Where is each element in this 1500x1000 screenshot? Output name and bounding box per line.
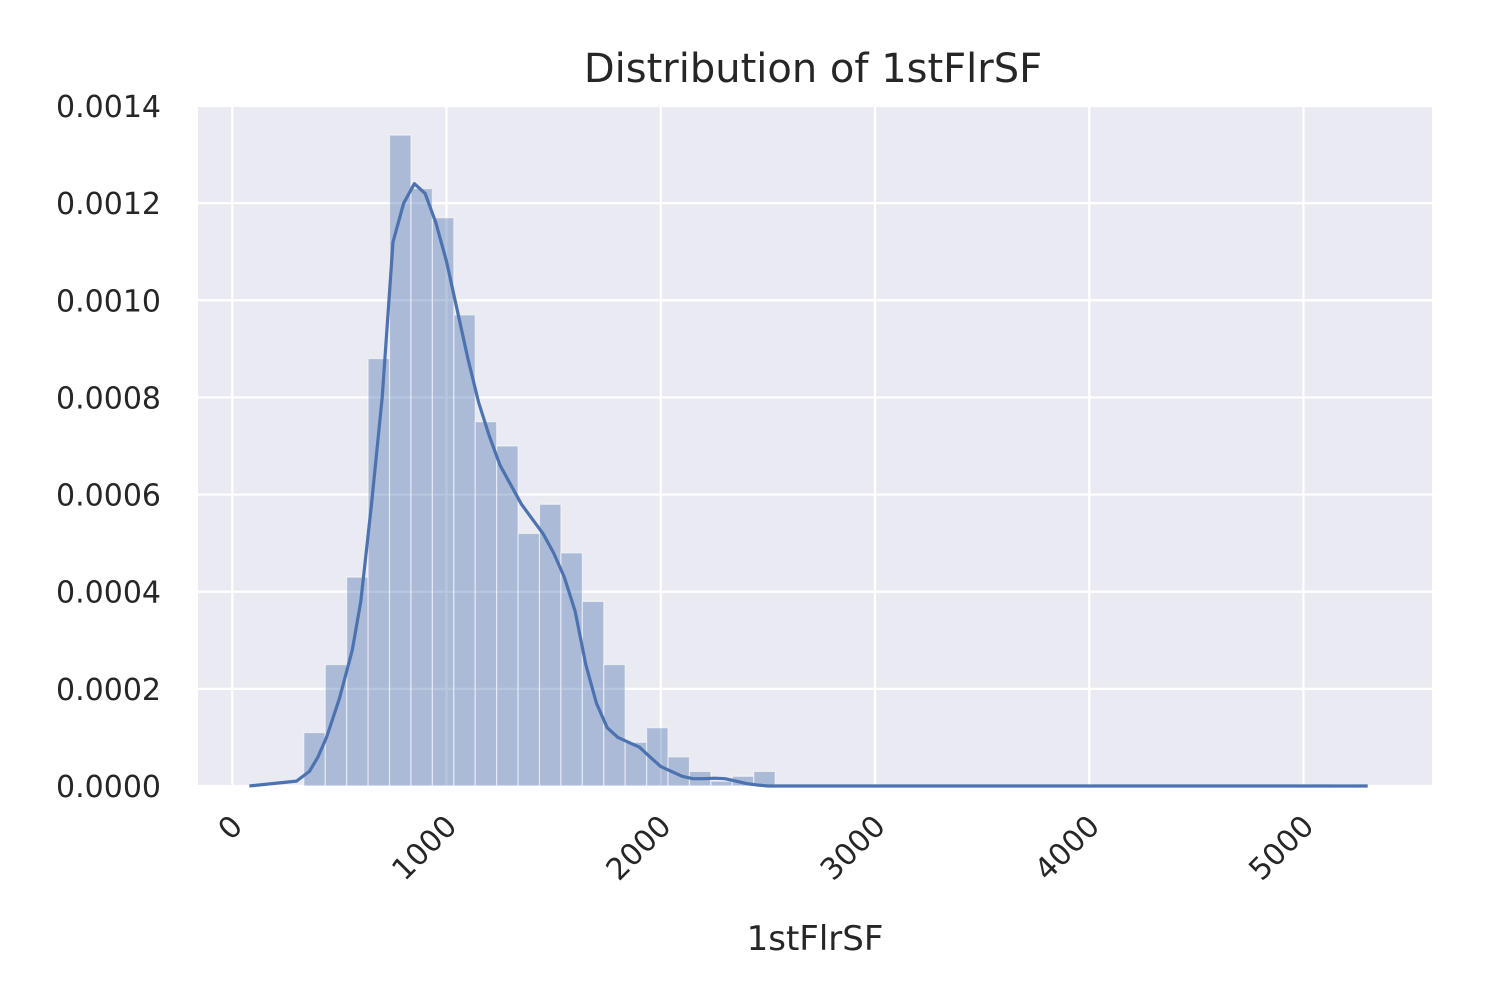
x-tick-label: 5000 xyxy=(1242,809,1321,888)
grid-lines xyxy=(198,104,1432,788)
x-tick-label: 1000 xyxy=(385,809,464,888)
plot-background xyxy=(198,106,1432,786)
histogram-bars xyxy=(303,134,1355,787)
histogram-bar xyxy=(431,217,455,787)
histogram-bar xyxy=(303,731,326,787)
y-tick-label: 0.0010 xyxy=(56,284,161,319)
x-tick-label: 4000 xyxy=(1028,809,1107,888)
y-axis-ticks: 0.0000 0.0002 0.0004 0.0006 0.0008 0.0010 0.00… xyxy=(56,90,161,805)
y-tick-label: 0.0006 xyxy=(56,479,161,514)
chart-title: Distribution of 1stFlrSF xyxy=(584,46,1042,92)
x-axis-ticks: 0 1000 2000 3000 4000 5000 xyxy=(212,809,1321,888)
x-tick-label: 0 xyxy=(212,809,250,847)
x-tick-label: 3000 xyxy=(814,809,893,888)
histogram-bar xyxy=(346,576,369,787)
y-tick-label: 0.0002 xyxy=(56,673,161,708)
histogram-bar xyxy=(496,445,519,787)
y-tick-label: 0.0000 xyxy=(56,770,161,805)
kde-curve xyxy=(249,182,1368,788)
y-tick-label: 0.0004 xyxy=(56,576,161,611)
histogram-bar xyxy=(453,314,476,787)
y-tick-label: 0.0014 xyxy=(56,90,161,125)
x-tick-label: 2000 xyxy=(600,809,679,888)
y-tick-label: 0.0012 xyxy=(56,187,161,222)
x-axis-label: 1stFlrSF xyxy=(747,919,884,959)
histogram-bar xyxy=(560,552,583,787)
histogram-bar xyxy=(388,134,412,787)
histogram-bar xyxy=(410,187,433,787)
y-tick-label: 0.0008 xyxy=(56,381,161,416)
histogram-bar xyxy=(474,421,498,787)
histogram-bar xyxy=(603,663,626,787)
histogram-bar xyxy=(517,532,541,787)
histogram-bar xyxy=(710,780,733,787)
